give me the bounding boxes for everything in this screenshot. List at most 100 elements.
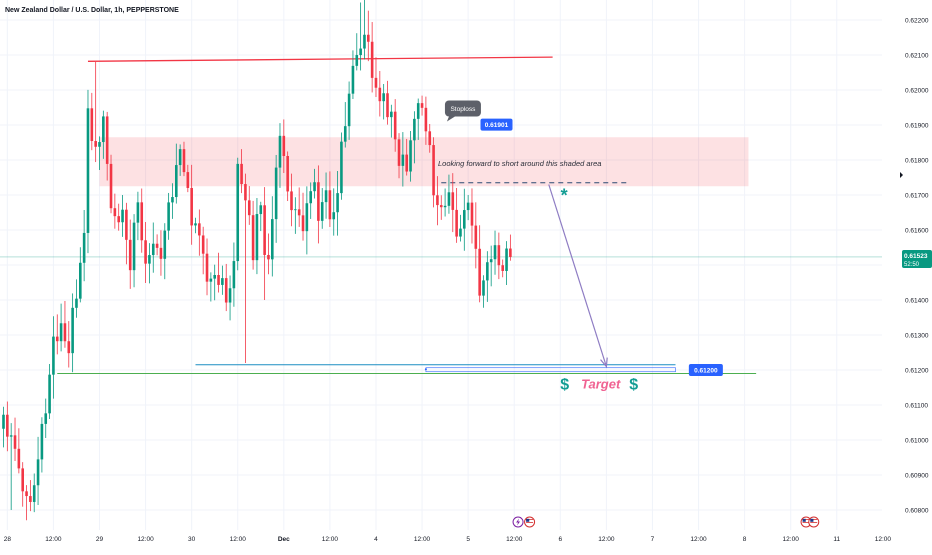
candle-body bbox=[363, 34, 366, 49]
candle-body bbox=[32, 485, 36, 502]
target-dollar-right: $ bbox=[629, 377, 638, 394]
candle-body bbox=[428, 131, 432, 146]
candle-body bbox=[486, 262, 489, 281]
candle-body bbox=[94, 141, 97, 147]
x-tick-label: 7 bbox=[651, 536, 655, 543]
candles bbox=[2, 0, 512, 521]
y-tick-label: 0.61900 bbox=[905, 123, 929, 130]
candle-body bbox=[501, 265, 504, 271]
target-arrow[interactable] bbox=[548, 184, 607, 367]
candle-body bbox=[105, 116, 109, 164]
candle-body bbox=[13, 435, 17, 449]
candle-body bbox=[432, 145, 435, 196]
candle-body bbox=[52, 336, 55, 375]
candle-body bbox=[274, 167, 278, 220]
candle-body bbox=[217, 275, 220, 285]
x-tick-label: 12:00 bbox=[506, 536, 523, 543]
y-tick-label: 0.61800 bbox=[905, 158, 929, 165]
short-zone-rectangle[interactable] bbox=[99, 137, 749, 187]
candle-body bbox=[55, 336, 59, 342]
candle-body bbox=[370, 41, 374, 78]
y-tick-label: 0.62200 bbox=[905, 18, 929, 25]
candle-body bbox=[397, 139, 401, 166]
x-axis-panel bbox=[0, 530, 932, 550]
x-tick-label: 12:00 bbox=[322, 536, 339, 543]
candle-body bbox=[44, 413, 48, 424]
x-tick-label: 12:00 bbox=[690, 536, 707, 543]
candle-body bbox=[232, 261, 236, 289]
candle-body bbox=[247, 200, 251, 216]
candle-body bbox=[221, 278, 224, 285]
candle-body bbox=[209, 278, 213, 282]
candle-body bbox=[36, 459, 40, 486]
candle-body bbox=[297, 209, 301, 216]
candle-body bbox=[63, 323, 67, 342]
candle-body bbox=[17, 448, 21, 469]
candle-body bbox=[336, 193, 339, 213]
x-tick-label: 6 bbox=[558, 536, 562, 543]
candle-body bbox=[90, 108, 94, 142]
candle-body bbox=[351, 65, 355, 94]
candle-body bbox=[286, 155, 289, 192]
scroll-right-icon[interactable] bbox=[900, 172, 903, 178]
x-tick-label: 12:00 bbox=[414, 536, 431, 543]
us-flag-event-icon[interactable] bbox=[524, 516, 536, 528]
y-axis-panel bbox=[882, 0, 932, 550]
candle-body bbox=[79, 262, 82, 299]
candle-body bbox=[290, 191, 293, 211]
stoploss-callout[interactable] bbox=[444, 100, 481, 117]
candle-body bbox=[201, 235, 205, 254]
candle-body bbox=[182, 149, 186, 173]
x-tick-label: 12:00 bbox=[137, 536, 154, 543]
candle-body bbox=[301, 215, 305, 232]
x-tick-label: 12:00 bbox=[783, 536, 800, 543]
candle-body bbox=[6, 414, 9, 437]
us-flag-event-icon[interactable] bbox=[808, 516, 820, 528]
candle-body bbox=[40, 423, 44, 460]
candle-body bbox=[305, 203, 309, 232]
candle-body bbox=[159, 247, 163, 259]
candle-body bbox=[313, 182, 316, 192]
y-tick-label: 0.61600 bbox=[905, 228, 929, 235]
x-tick-label: 8 bbox=[743, 536, 747, 543]
candle-body bbox=[263, 205, 266, 255]
candle-body bbox=[470, 202, 474, 226]
candle-body bbox=[420, 103, 424, 108]
candle-body bbox=[390, 111, 393, 118]
candle-body bbox=[393, 111, 397, 140]
y-tick-label: 0.61200 bbox=[905, 368, 929, 375]
stoploss-label: Stoploss bbox=[450, 106, 476, 113]
candle-body bbox=[378, 87, 382, 102]
candle-body bbox=[213, 275, 216, 279]
target-text: Target bbox=[581, 377, 621, 392]
asterisk-marker: * bbox=[561, 185, 568, 205]
drawing-lines bbox=[0, 56, 882, 374]
resistance-trendline[interactable] bbox=[87, 56, 553, 62]
stoploss-price-tag[interactable] bbox=[480, 118, 513, 131]
candle-body bbox=[102, 116, 105, 143]
flash-event-icon[interactable] bbox=[512, 516, 524, 528]
candle-body bbox=[317, 182, 320, 221]
y-tick-label: 0.61300 bbox=[905, 333, 929, 340]
x-tick-label: 12:00 bbox=[45, 536, 62, 543]
candle-body bbox=[25, 491, 28, 497]
candle-body bbox=[271, 219, 274, 260]
candle-body bbox=[309, 191, 312, 204]
y-tick-label: 0.61700 bbox=[905, 193, 929, 200]
target-price-tag[interactable] bbox=[688, 364, 723, 376]
candle-body bbox=[9, 435, 13, 437]
y-tick-label: 0.60900 bbox=[905, 473, 929, 480]
target-dollar-left: $ bbox=[560, 377, 569, 394]
y-tick-label: 0.61100 bbox=[905, 403, 928, 410]
candle-body bbox=[109, 163, 113, 209]
candle-body bbox=[474, 225, 478, 249]
callout-pointer-icon bbox=[446, 116, 455, 122]
candle-body bbox=[493, 245, 497, 260]
candle-body bbox=[340, 141, 343, 194]
candle-body bbox=[347, 93, 351, 127]
candle-body bbox=[21, 468, 24, 492]
x-tick-label: 12:00 bbox=[875, 536, 892, 543]
candle-body bbox=[424, 107, 428, 132]
